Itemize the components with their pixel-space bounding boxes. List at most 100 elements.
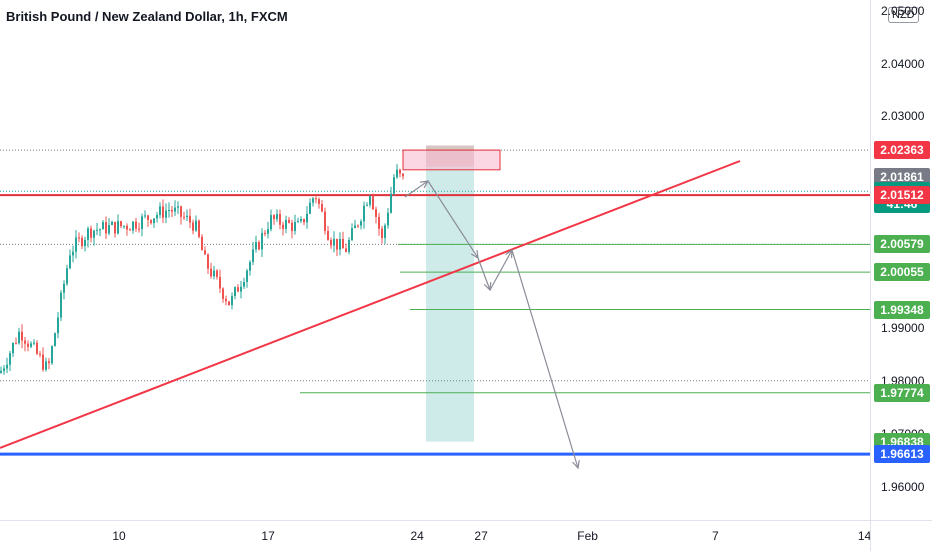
candle-body [45,361,47,370]
candle-body [330,239,332,246]
candle-body [342,238,344,249]
chart-canvas[interactable]: British Pound / New Zealand Dollar, 1h, … [0,0,870,520]
projection-arrow [489,249,513,291]
candle-body [264,232,266,234]
candle-body [189,215,191,223]
arrow-head [572,460,580,470]
candle-body [210,268,212,277]
candle-body [387,212,389,226]
candle-body [372,196,374,210]
trend-line [0,160,741,449]
candle-body [180,206,182,217]
candle-body [63,283,65,293]
projection-arrow [477,257,491,291]
time-tick-label: Feb [577,529,598,543]
candle-body [147,215,149,220]
candle-body [96,229,98,231]
candle-body [279,214,281,225]
candle-body [108,225,110,234]
candle-body [117,221,119,234]
candle-body [216,270,218,277]
price-tag: 2.00055 [874,263,930,282]
candle-body [258,242,260,250]
candle-body [219,276,221,289]
candle-body [276,214,278,220]
candle-body [153,218,155,224]
candle-body [168,209,170,211]
price-tag: 2.01861 [874,167,930,186]
price-tag: 1.99348 [874,300,930,319]
candle-body [297,221,299,223]
price-tag: 2.01512 [874,186,930,205]
candle-body [309,202,311,214]
candle-body [249,261,251,271]
candle-body [399,169,401,174]
candle-body [54,333,56,347]
candle-body [159,206,161,216]
time-tick-label: 14 [857,529,872,543]
candle-body [81,237,83,247]
candle-body [132,221,134,231]
candle-body [0,370,2,373]
candle-body [285,219,287,229]
candle-body [51,346,53,364]
candle-body [246,270,248,282]
candle-body [33,342,35,344]
price-tick-label: 1.96000 [881,479,925,494]
candle-body [156,215,158,219]
candle-body [390,193,392,213]
candle-body [21,331,23,341]
candle-body [84,239,86,247]
candle-body [135,221,137,229]
time-tick-label: 17 [261,529,275,543]
candle-body [165,210,167,218]
candle-body [105,222,107,234]
candle-body [375,209,377,217]
candle-body [18,331,20,344]
candle-body [162,206,164,218]
candle-body [75,237,77,252]
price-chart[interactable] [0,0,870,520]
candle-body [300,218,302,222]
candle-body [369,196,371,205]
candle-body [141,216,143,230]
candle-body [294,222,296,232]
candle-body [255,242,257,250]
candle-body [354,225,356,229]
candle-body [252,249,254,262]
candle-body [150,219,152,224]
projection-arrow [404,180,429,198]
candle-body [288,219,290,223]
candle-body [324,211,326,231]
candle-body [126,225,128,230]
price-tag: 2.02363 [874,141,930,160]
price-axis[interactable]: NZD 2.05000 2.04000 2.03000 1.99000 1.98000 1… [870,0,932,520]
candle-body [60,292,62,318]
candle-body [144,215,146,217]
time-axis[interactable]: 10 17 24 27 Feb 7 14 [0,520,872,551]
candle-body [207,254,209,269]
candle-body [102,222,104,230]
candle-body [183,216,185,218]
candle-body [240,286,242,292]
candle-body [267,229,269,234]
symbol-title: British Pound / New Zealand Dollar, 1h, … [6,9,288,24]
candle-body [351,228,353,241]
candle-body [303,218,305,223]
candle-body [345,248,347,252]
price-tick-label: 2.03000 [881,109,925,124]
candle-body [30,343,32,347]
candle-body [66,268,68,284]
candle-body [6,364,8,369]
candle-body [177,206,179,208]
currency-badge[interactable]: NZD [888,7,919,23]
candle-body [57,317,59,334]
price-tick-label: 2.05000 [881,3,925,18]
candle-body [24,340,26,344]
candle-body [261,232,263,250]
candle-body [339,238,341,250]
candle-body [237,287,239,292]
candle-body [174,207,176,212]
candle-body [69,255,71,269]
candle-body [9,353,11,365]
